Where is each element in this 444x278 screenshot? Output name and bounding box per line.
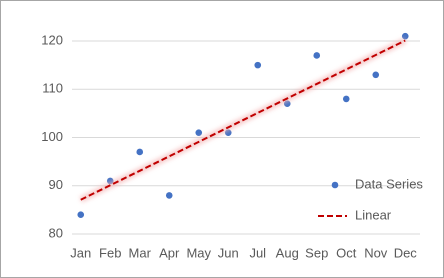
y-tick-label: 80 — [49, 225, 63, 240]
y-tick-label: 100 — [41, 129, 63, 144]
x-tick-label: Jul — [249, 245, 266, 260]
legend-label: Data Series — [355, 176, 423, 191]
x-tick-label: Sep — [305, 245, 328, 260]
y-tick-label: 90 — [49, 177, 63, 192]
legend-label: Linear — [355, 207, 392, 222]
x-tick-label: Jun — [218, 245, 239, 260]
x-tick-label: Mar — [129, 245, 152, 260]
x-tick-label: Dec — [394, 245, 418, 260]
x-tick-label: Aug — [276, 245, 299, 260]
legend-marker — [331, 181, 339, 189]
data-point — [313, 52, 321, 59]
data-point — [254, 61, 262, 69]
x-tick-label: Feb — [99, 245, 121, 260]
data-point — [136, 148, 144, 156]
data-point — [372, 71, 380, 79]
x-tick-label: Nov — [364, 245, 388, 260]
data-point — [77, 211, 85, 218]
data-point — [165, 192, 173, 199]
y-tick-label: 110 — [42, 81, 63, 96]
x-tick-label: May — [186, 245, 211, 260]
x-tick-label: Apr — [159, 245, 180, 260]
y-tick-label: 120 — [41, 32, 63, 47]
data-point — [342, 95, 350, 103]
trendline — [80, 39, 406, 201]
x-tick-label: Jan — [70, 245, 91, 260]
data-point — [401, 32, 409, 40]
data-point — [195, 129, 203, 136]
x-tick-label: Oct — [336, 245, 357, 260]
